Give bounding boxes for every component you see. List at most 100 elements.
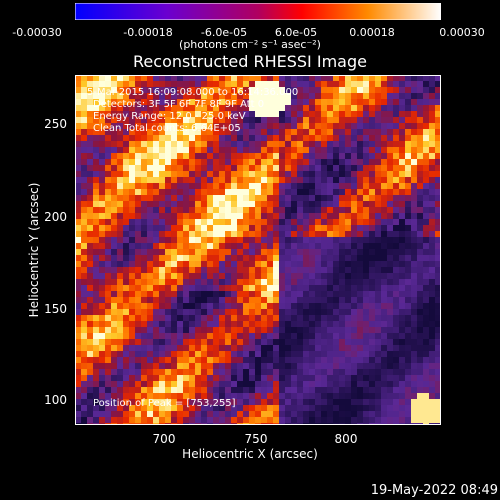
heatmap-cell [213,297,220,304]
heatmap-cell [105,303,112,310]
heatmap-cell [105,87,112,94]
heatmap-cell [363,375,370,382]
heatmap-cell [213,327,220,334]
heatmap-cell [435,297,441,304]
heatmap-cell [249,321,256,328]
heatmap-cell [255,393,262,400]
heatmap-cell [147,129,154,136]
heatmap-cell [309,375,316,382]
heatmap-cell [129,195,136,202]
heatmap-cell [135,171,142,178]
heatmap-cell [117,153,124,160]
heatmap-cell [165,267,172,274]
heatmap-cell [417,423,424,425]
heatmap-cell [105,81,112,88]
heatmap-cell [267,201,274,208]
heatmap-cell [249,105,256,112]
heatmap-cell [93,315,100,322]
heatmap-cell [321,111,328,118]
heatmap-cell [183,225,190,232]
heatmap-cell [81,159,88,166]
heatmap-cell [195,375,202,382]
heatmap-cell [129,333,136,340]
heatmap-cell [195,147,202,154]
heatmap-cell [351,279,358,286]
heatmap-cell [339,195,346,202]
heatmap-cell [417,255,424,262]
heatmap-cell [381,153,388,160]
heatmap-cell [81,189,88,196]
heatmap-cell [261,255,268,262]
heatmap-cell [393,297,400,304]
heatmap-cell [201,405,208,412]
heatmap-cell [153,417,160,424]
heatmap-cell [189,405,196,412]
heatmap-cell [129,339,136,346]
heatmap-cell [93,189,100,196]
heatmap-cell [411,405,418,412]
heatmap-cell [279,237,286,244]
heatmap-cell [117,375,124,382]
heatmap-cell [243,183,250,190]
heatmap-cell [147,357,154,364]
heatmap-cell [111,339,118,346]
heatmap-cell [183,357,190,364]
heatmap-cell [387,207,394,214]
heatmap-cell [141,339,148,346]
heatmap-cell [171,327,178,334]
heatmap-cell [333,177,340,184]
heatmap-cell [99,81,106,88]
heatmap-cell [171,375,178,382]
heatmap-cell [117,411,124,418]
heatmap-cell [357,351,364,358]
heatmap-cell [141,345,148,352]
heatmap-cell [435,153,441,160]
heatmap-cell [285,423,292,425]
heatmap-cell [351,207,358,214]
heatmap-cell [75,285,82,292]
heatmap-cell [207,255,214,262]
heatmap-cell [321,309,328,316]
heatmap-cell [393,387,400,394]
heatmap-cell [123,417,130,424]
heatmap-cell [231,213,238,220]
heatmap-cell [309,321,316,328]
heatmap-cell [369,369,376,376]
heatmap-cell [159,297,166,304]
heatmap-cell [165,189,172,196]
heatmap-cell [435,303,441,310]
heatmap-cell [117,129,124,136]
heatmap-cell [417,99,424,106]
heatmap-cell [309,207,316,214]
heatmap-cell [261,111,268,118]
heatmap-cell [339,261,346,268]
heatmap-cell [327,357,334,364]
heatmap-cell [195,321,202,328]
heatmap-cell [351,423,358,425]
heatmap-cell [201,327,208,334]
heatmap-cell [99,285,106,292]
heatmap-cell [99,165,106,172]
heatmap-cell [213,87,220,94]
heatmap-cell [297,285,304,292]
heatmap-cell [189,417,196,424]
heatmap-cell [141,189,148,196]
heatmap-cell [159,183,166,190]
heatmap-cell [111,279,118,286]
heatmap-cell [111,135,118,142]
heatmap-cell [201,423,208,425]
heatmap-cell [417,243,424,250]
heatmap-cell [429,147,436,154]
heatmap-cell [291,243,298,250]
heatmap-cell [177,339,184,346]
heatmap-cell [135,351,142,358]
heatmap-cell [117,333,124,340]
heatmap-cell [159,201,166,208]
heatmap-cell [141,327,148,334]
heatmap-cell [327,147,334,154]
plot-title: Reconstructed RHESSI Image [133,52,367,71]
heatmap-cell [399,417,406,424]
heatmap-cell [123,81,130,88]
heatmap-cell [375,195,382,202]
heatmap-cell [303,405,310,412]
